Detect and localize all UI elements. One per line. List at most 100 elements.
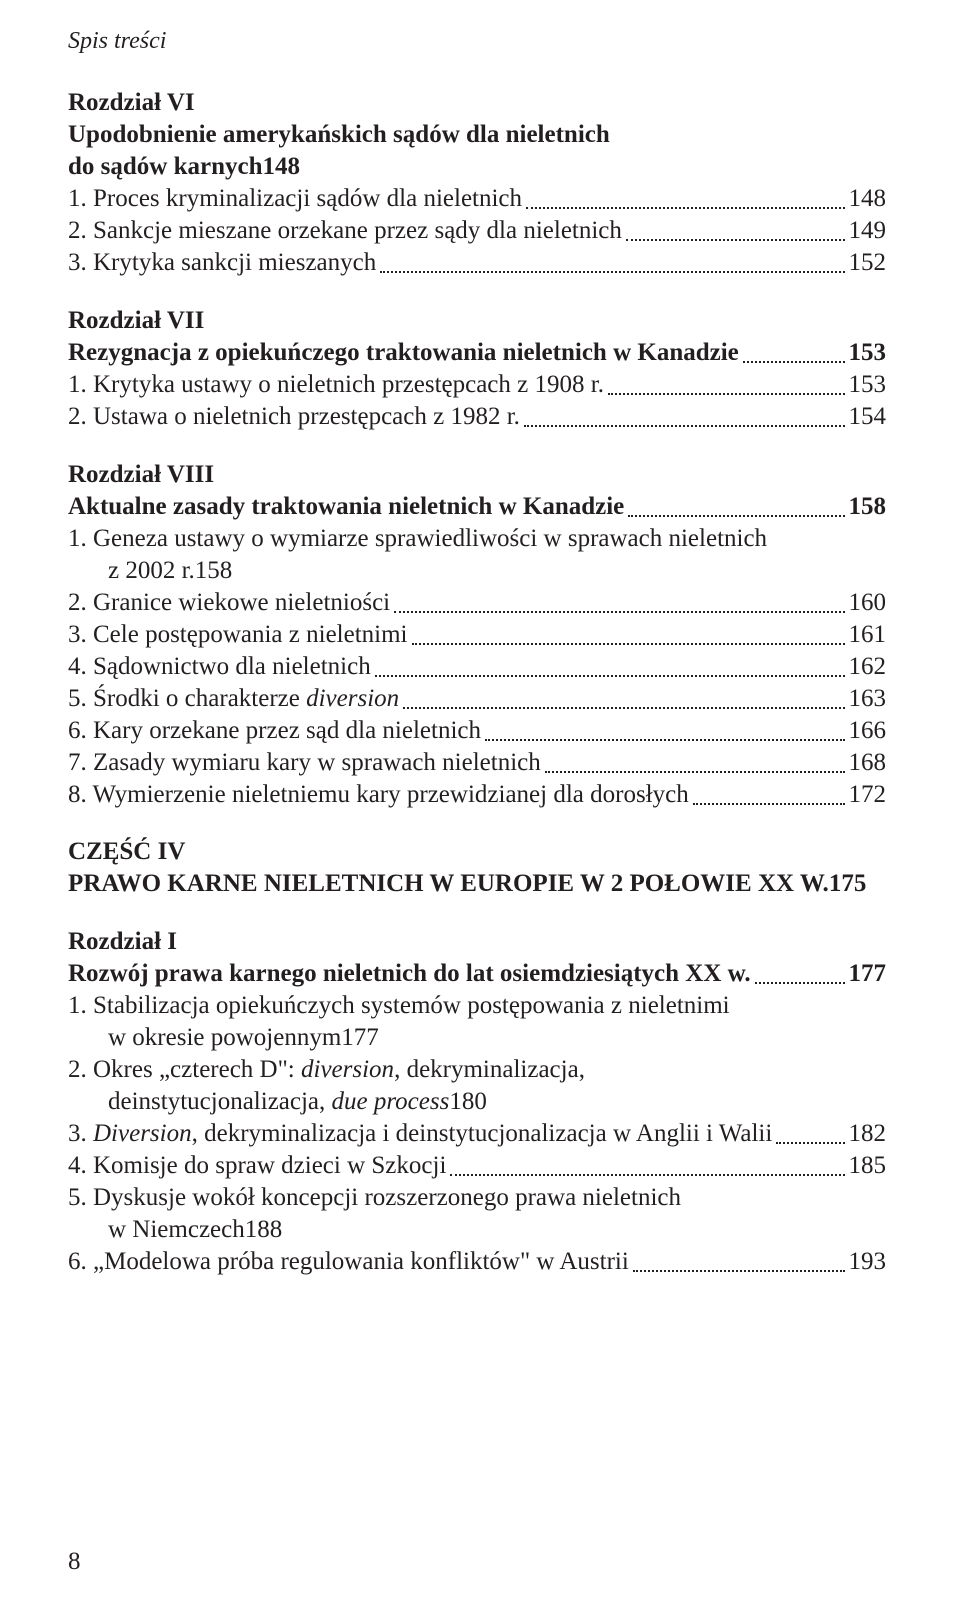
entry-page: 168 bbox=[849, 747, 887, 779]
entry-page: 185 bbox=[849, 1150, 887, 1182]
entry-page: 158 bbox=[849, 491, 887, 523]
toc-entry: 3. Diversion, dekryminalizacja i deinsty… bbox=[68, 1118, 886, 1150]
entry-continuation: w okresie powojennym177 bbox=[68, 1022, 886, 1054]
section-heading: Rozdział VII bbox=[68, 305, 886, 337]
entry-label: 5. Dyskusje wokół koncepcji rozszerzoneg… bbox=[68, 1182, 886, 1214]
entry-continuation: z 2002 r.158 bbox=[68, 555, 886, 587]
entry-page: 177 bbox=[849, 958, 887, 990]
entry-continuation: w Niemczech188 bbox=[68, 1214, 886, 1246]
entry-label: do sądów karnych bbox=[68, 151, 263, 183]
entry-label: PRAWO KARNE NIELETNICH W EUROPIE W 2 POŁ… bbox=[68, 868, 829, 900]
entry-label: w Niemczech bbox=[108, 1214, 245, 1246]
entry-continuation: deinstytucjonalizacja, due process180 bbox=[68, 1086, 886, 1118]
toc-entry: 1. Geneza ustawy o wymiarze sprawiedliwo… bbox=[68, 523, 886, 587]
entry-label: 1. Krytyka ustawy o nieletnich przestępc… bbox=[68, 369, 604, 401]
entry-page: 177 bbox=[341, 1022, 379, 1054]
leader-dots bbox=[776, 1141, 844, 1144]
leader-dots bbox=[743, 360, 845, 363]
entry-page: 166 bbox=[849, 715, 887, 747]
entry-page: 193 bbox=[849, 1246, 887, 1278]
entry-page: 160 bbox=[849, 587, 887, 619]
entry-page: 148 bbox=[263, 151, 301, 183]
leader-dots bbox=[450, 1173, 844, 1176]
toc-entry: 2. Okres „czterech D": diversion, dekrym… bbox=[68, 1054, 886, 1118]
section-subheading: Upodobnienie amerykańskich sądów dla nie… bbox=[68, 119, 886, 183]
leader-dots bbox=[693, 802, 845, 805]
section-subheading: Rezygnacja z opiekuńczego traktowania ni… bbox=[68, 337, 886, 369]
toc-page: Spis treści Rozdział VIUpodobnienie amer… bbox=[0, 0, 960, 1608]
entry-page: 152 bbox=[849, 247, 887, 279]
toc-entry: 4. Komisje do spraw dzieci w Szkocji 185 bbox=[68, 1150, 886, 1182]
entry-label: 2. Sankcje mieszane orzekane przez sądy … bbox=[68, 215, 622, 247]
entry-label: 3. Cele postępowania z nieletnimi bbox=[68, 619, 408, 651]
entry-label: z 2002 r. bbox=[108, 555, 195, 587]
section-heading: Rozdział VIII bbox=[68, 459, 886, 491]
section-heading: Rozdział VI bbox=[68, 87, 886, 119]
entry-page: 175 bbox=[829, 868, 867, 900]
running-head: Spis treści bbox=[68, 26, 886, 57]
entry-label: 2. Okres „czterech D": diversion, dekrym… bbox=[68, 1054, 886, 1086]
entry-label: 6. Kary orzekane przez sąd dla nieletnic… bbox=[68, 715, 481, 747]
entry-label: Rozwój prawa karnego nieletnich do lat o… bbox=[68, 958, 751, 990]
section-heading: Rozdział I bbox=[68, 926, 886, 958]
leader-dots bbox=[485, 738, 845, 741]
part-heading: CZĘŚĆ IV bbox=[68, 836, 886, 868]
entry-label: 4. Sądownictwo dla nieletnich bbox=[68, 651, 371, 683]
entry-label: 7. Zasady wymiaru kary w sprawach nielet… bbox=[68, 747, 541, 779]
entry-page: 180 bbox=[449, 1086, 487, 1118]
leader-dots bbox=[526, 206, 844, 209]
entry-page: 162 bbox=[849, 651, 887, 683]
entry-label: deinstytucjonalizacja, due process bbox=[108, 1086, 449, 1118]
leader-dots bbox=[545, 770, 845, 773]
entry-label: 3. Diversion, dekryminalizacja i deinsty… bbox=[68, 1118, 772, 1150]
entry-label: 1. Proces kryminalizacji sądów dla niele… bbox=[68, 183, 522, 215]
leader-dots bbox=[375, 674, 845, 677]
toc-entry: 8. Wymierzenie nieletniemu kary przewidz… bbox=[68, 779, 886, 811]
entry-label: 3. Krytyka sankcji mieszanych bbox=[68, 247, 376, 279]
leader-dots bbox=[412, 642, 845, 645]
entry-label: 6. „Modelowa próba regulowania konfliktó… bbox=[68, 1246, 629, 1278]
toc-content: Rozdział VIUpodobnienie amerykańskich są… bbox=[68, 87, 886, 1278]
leader-dots bbox=[626, 238, 845, 241]
toc-entry: 5. Dyskusje wokół koncepcji rozszerzoneg… bbox=[68, 1182, 886, 1246]
leader-dots bbox=[633, 1269, 845, 1272]
toc-entry: 5. Środki o charakterze diversion 163 bbox=[68, 683, 886, 715]
toc-entry: 2. Sankcje mieszane orzekane przez sądy … bbox=[68, 215, 886, 247]
entry-label: Aktualne zasady traktowania nieletnich w… bbox=[68, 491, 624, 523]
entry-page: 154 bbox=[849, 401, 887, 433]
entry-page: 182 bbox=[849, 1118, 887, 1150]
toc-entry: 2. Granice wiekowe nieletniości 160 bbox=[68, 587, 886, 619]
entry-label: 1. Geneza ustawy o wymiarze sprawiedliwo… bbox=[68, 523, 886, 555]
entry-page: 148 bbox=[849, 183, 887, 215]
toc-entry: 3. Krytyka sankcji mieszanych 152 bbox=[68, 247, 886, 279]
entry-page: 158 bbox=[195, 555, 233, 587]
entry-label: w okresie powojennym bbox=[108, 1022, 341, 1054]
part-subheading: PRAWO KARNE NIELETNICH W EUROPIE W 2 POŁ… bbox=[68, 868, 886, 900]
leader-dots bbox=[524, 424, 845, 427]
footer-page-number: 8 bbox=[68, 1546, 81, 1578]
leader-dots bbox=[403, 706, 844, 709]
leader-dots bbox=[628, 514, 844, 517]
entry-label: 2. Ustawa o nieletnich przestępcach z 19… bbox=[68, 401, 520, 433]
entry-continuation: do sądów karnych148 bbox=[68, 151, 886, 183]
entry-page: 172 bbox=[849, 779, 887, 811]
leader-dots bbox=[380, 270, 844, 273]
entry-label: 4. Komisje do spraw dzieci w Szkocji bbox=[68, 1150, 446, 1182]
entry-page: 153 bbox=[849, 369, 887, 401]
leader-dots bbox=[394, 610, 844, 613]
entry-page: 149 bbox=[849, 215, 887, 247]
toc-entry: 1. Krytyka ustawy o nieletnich przestępc… bbox=[68, 369, 886, 401]
entry-page: 188 bbox=[245, 1214, 283, 1246]
toc-entry: 2. Ustawa o nieletnich przestępcach z 19… bbox=[68, 401, 886, 433]
entry-label: 2. Granice wiekowe nieletniości bbox=[68, 587, 390, 619]
entry-page: 153 bbox=[849, 337, 887, 369]
toc-entry: 1. Proces kryminalizacji sądów dla niele… bbox=[68, 183, 886, 215]
section-subheading: Aktualne zasady traktowania nieletnich w… bbox=[68, 491, 886, 523]
entry-label: Rezygnacja z opiekuńczego traktowania ni… bbox=[68, 337, 739, 369]
toc-entry: 1. Stabilizacja opiekuńczych systemów po… bbox=[68, 990, 886, 1054]
toc-entry: 7. Zasady wymiaru kary w sprawach nielet… bbox=[68, 747, 886, 779]
entry-page: 163 bbox=[849, 683, 887, 715]
entry-label: 5. Środki o charakterze diversion bbox=[68, 683, 399, 715]
entry-label: Upodobnienie amerykańskich sądów dla nie… bbox=[68, 119, 886, 151]
toc-entry: 6. Kary orzekane przez sąd dla nieletnic… bbox=[68, 715, 886, 747]
